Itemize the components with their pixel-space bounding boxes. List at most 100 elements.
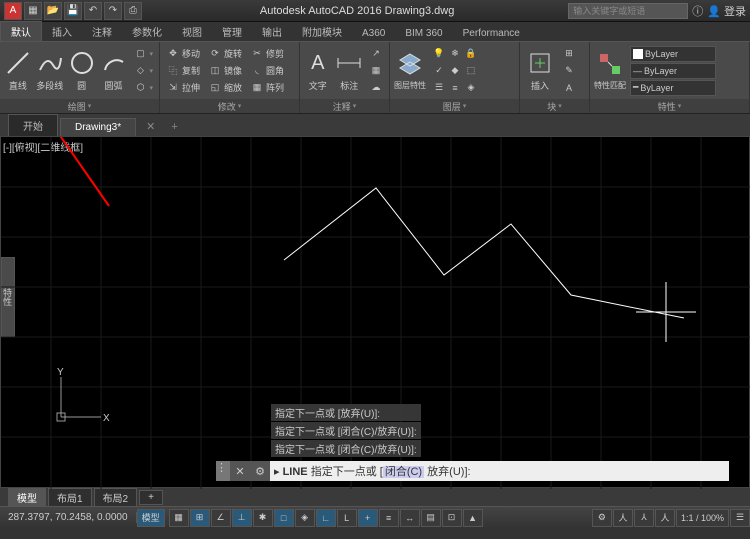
- sb-ws-icon[interactable]: ⚙: [592, 509, 612, 527]
- crosshair-cursor: [636, 282, 696, 342]
- signin-button[interactable]: 👤 登录: [707, 3, 746, 19]
- rotate-button[interactable]: ⟳旋转: [206, 46, 244, 62]
- redo-icon[interactable]: ↷: [104, 2, 122, 20]
- draw-small-2[interactable]: ◇▾: [132, 63, 156, 79]
- layer-props-button[interactable]: 图层特性: [392, 45, 428, 97]
- move-button[interactable]: ✥移动: [164, 46, 202, 62]
- draw-small-1[interactable]: ▢▾: [132, 46, 156, 62]
- sb-tpy-icon[interactable]: ↔: [400, 509, 420, 527]
- coordinates: 287.3797, 70.2458, 0.0000: [0, 512, 137, 523]
- layout-1[interactable]: 布局1: [48, 488, 92, 507]
- help-search[interactable]: 输入关键字或短语: [568, 3, 688, 19]
- sb-am-icon[interactable]: ▲: [463, 509, 483, 527]
- arc-button[interactable]: 圆弧: [98, 45, 130, 97]
- save-icon[interactable]: 💾: [64, 2, 82, 20]
- circle-button[interactable]: 圆: [66, 45, 98, 97]
- tab-view[interactable]: 视图: [172, 22, 212, 41]
- sb-anno-icon[interactable]: 人: [613, 509, 633, 527]
- cmdline-close-icon[interactable]: ✕: [230, 461, 250, 481]
- drawing-canvas[interactable]: [-][俯视][二维线框] 特性 X Y 指定下一点或 [放弃(U)]: 指定下…: [0, 136, 750, 488]
- layer-row-1[interactable]: 💡❄🔒: [430, 46, 506, 62]
- table-button[interactable]: ▦: [367, 63, 385, 79]
- layout-add[interactable]: +: [139, 490, 163, 505]
- polyline-button[interactable]: 多段线: [34, 45, 66, 97]
- dim-button[interactable]: 标注: [334, 45, 366, 97]
- lineweight-dropdown[interactable]: —ByLayer: [630, 63, 716, 79]
- tab-a360[interactable]: A360: [352, 26, 395, 41]
- sb-dyn-icon[interactable]: +: [358, 509, 378, 527]
- tab-annotate[interactable]: 注释: [82, 22, 122, 41]
- sb-osnap-icon[interactable]: □: [274, 509, 294, 527]
- block-create[interactable]: ⊞: [560, 46, 578, 62]
- tab-manage[interactable]: 管理: [212, 22, 252, 41]
- stretch-button[interactable]: ⇲拉伸: [164, 80, 202, 96]
- sb-polar-icon[interactable]: ✱: [253, 509, 273, 527]
- text-button[interactable]: A 文字: [302, 45, 334, 97]
- ribbon: 直线 多段线 圆 圆弧 ▢▾ ◇▾ ⬡▾ 绘图▾: [0, 42, 750, 114]
- scale-button[interactable]: ◱缩放: [206, 80, 244, 96]
- annot-small-3[interactable]: ☁: [367, 80, 385, 96]
- new-tab-button[interactable]: ✕: [138, 117, 163, 136]
- sb-snap-icon[interactable]: ⊞: [190, 509, 210, 527]
- tab-performance[interactable]: Performance: [453, 26, 530, 41]
- history-line: 指定下一点或 [闭合(C)/放弃(U)]:: [271, 440, 421, 457]
- tab-parametric[interactable]: 参数化: [122, 22, 172, 41]
- infocenter-icon[interactable]: ⓘ: [692, 3, 703, 19]
- sb-scale[interactable]: 1:1 / 100%: [676, 509, 729, 527]
- tab-output[interactable]: 输出: [252, 22, 292, 41]
- layer-row-2[interactable]: ✓◆⬚: [430, 63, 506, 79]
- panel-properties: 特性匹配 ByLayer —ByLayer ━ByLayer 特性▾: [590, 42, 750, 113]
- draw-small-3[interactable]: ⬡▾: [132, 80, 156, 96]
- cmdline-prompt-icon: ▸: [274, 466, 283, 478]
- tab-default[interactable]: 默认: [0, 21, 42, 41]
- insert-block-button[interactable]: 插入: [522, 45, 558, 97]
- sb-ducs-icon[interactable]: L: [337, 509, 357, 527]
- color-dropdown[interactable]: ByLayer: [630, 46, 716, 62]
- block-edit[interactable]: ✎: [560, 63, 578, 79]
- sb-custom-icon[interactable]: ☰: [730, 509, 750, 527]
- tab-insert[interactable]: 插入: [42, 22, 82, 41]
- tab-bim360[interactable]: BIM 360: [395, 26, 452, 41]
- tab-drawing[interactable]: Drawing3*: [60, 118, 136, 136]
- open-icon[interactable]: 📂: [44, 2, 62, 20]
- sb-3dosnap-icon[interactable]: ◈: [295, 509, 315, 527]
- copy-button[interactable]: ⿻复制: [164, 63, 202, 79]
- sb-grid-icon[interactable]: ▦: [169, 509, 189, 527]
- app-menu-icon[interactable]: A: [4, 2, 22, 20]
- undo-icon[interactable]: ↶: [84, 2, 102, 20]
- mirror-button[interactable]: ◫镜像: [206, 63, 244, 79]
- linetype-dropdown[interactable]: ━ByLayer: [630, 80, 716, 96]
- sb-otrack-icon[interactable]: ∟: [316, 509, 336, 527]
- trim-button[interactable]: ✂修剪: [248, 46, 286, 62]
- new-icon[interactable]: ▦: [24, 2, 42, 20]
- add-tab-button[interactable]: +: [163, 118, 185, 136]
- fillet-button[interactable]: ◟圆角: [248, 63, 286, 79]
- panel-layers: 图层特性 💡❄🔒 ✓◆⬚ ☰≡◈ 图层▾: [390, 42, 520, 113]
- cmdline-options-icon[interactable]: ⚙: [250, 461, 270, 481]
- layout-model[interactable]: 模型: [8, 488, 46, 507]
- command-line[interactable]: ⋮ ✕ ⚙ ▸ LINE 指定下一点或 [闭合(C) 放弃(U)]:: [216, 461, 729, 481]
- print-icon[interactable]: ⎙: [124, 2, 142, 20]
- match-props-button[interactable]: 特性匹配: [592, 45, 628, 97]
- line-button[interactable]: 直线: [2, 45, 34, 97]
- tab-addins[interactable]: 附加模块: [292, 22, 352, 41]
- tab-start[interactable]: 开始: [8, 114, 58, 136]
- sb-annovis-icon[interactable]: 人: [655, 509, 675, 527]
- sb-model[interactable]: 模型: [137, 509, 165, 527]
- panel-block: 插入 ⊞ ✎ A 块▾: [520, 42, 590, 113]
- sb-sc-icon[interactable]: ⊡: [442, 509, 462, 527]
- sb-lwt-icon[interactable]: ≡: [379, 509, 399, 527]
- block-attr[interactable]: A: [560, 80, 578, 96]
- sb-ortho-icon[interactable]: ⊥: [232, 509, 252, 527]
- leader-button[interactable]: ↗: [367, 46, 385, 62]
- sb-infer-icon[interactable]: ∠: [211, 509, 231, 527]
- cmdline-grip[interactable]: ⋮: [216, 461, 230, 481]
- sb-annoscale-icon[interactable]: ⅄: [634, 509, 654, 527]
- layout-2[interactable]: 布局2: [94, 488, 138, 507]
- history-line: 指定下一点或 [放弃(U)]:: [271, 404, 421, 421]
- status-bar: 287.3797, 70.2458, 0.0000 模型 ▦ ⊞ ∠ ⊥ ✱ □…: [0, 506, 750, 528]
- sb-qp-icon[interactable]: ▤: [421, 509, 441, 527]
- command-input[interactable]: ▸ LINE 指定下一点或 [闭合(C) 放弃(U)]:: [270, 463, 729, 479]
- array-button[interactable]: ▦阵列: [248, 80, 286, 96]
- layer-row-3[interactable]: ☰≡◈: [430, 80, 506, 96]
